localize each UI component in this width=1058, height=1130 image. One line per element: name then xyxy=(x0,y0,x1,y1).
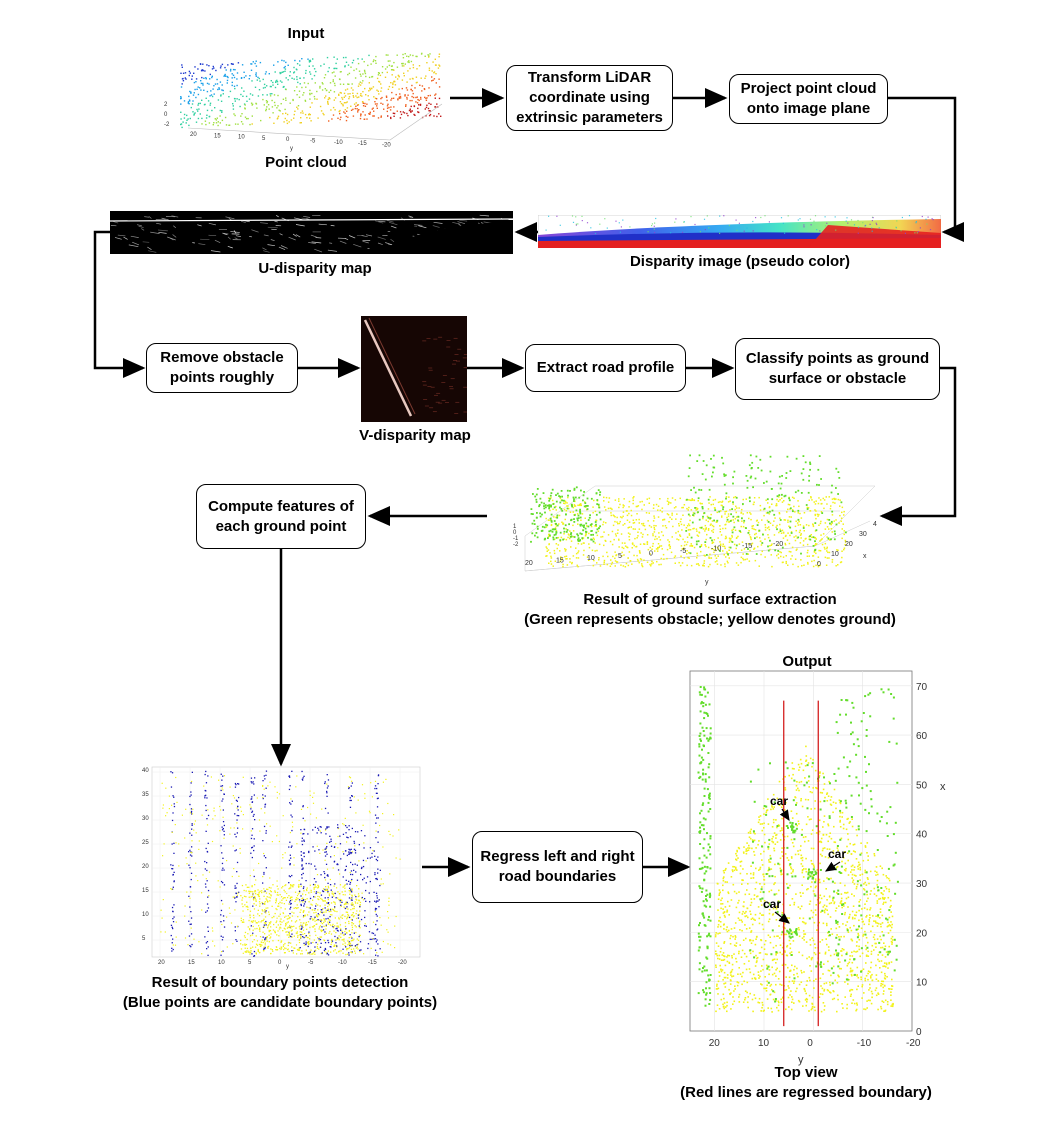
boundary-x-tick: -15 xyxy=(368,960,377,966)
ground-z-tick: -2 xyxy=(513,542,519,548)
transform-box: Transform LiDAR coordinate using extrins… xyxy=(506,65,673,131)
point-cloud-x-tick: -10 xyxy=(334,140,343,146)
boundary-x-tick: -10 xyxy=(338,960,347,966)
input-label: Input xyxy=(287,25,325,42)
point-cloud-x-tick: 5 xyxy=(262,136,266,142)
top-view-x-axis-label: y xyxy=(798,1054,804,1066)
v-disparity-image xyxy=(361,316,467,422)
ground-x-tick: 5 xyxy=(618,553,622,560)
compute-box: Compute features of each ground point xyxy=(196,484,366,549)
arrow-udisparity-to-remove xyxy=(93,230,146,378)
ground-side-tick: 0 xyxy=(817,561,821,568)
boundary-y-tick: 20 xyxy=(142,864,149,870)
car-annotation: car xyxy=(763,897,781,911)
regress-box: Regress left and right road boundaries xyxy=(472,831,643,903)
top-view-y-tick: 40 xyxy=(916,830,928,841)
u-disparity-label: U-disparity map xyxy=(258,260,372,277)
project-box: Project point cloud onto image plane xyxy=(729,74,888,124)
point-cloud-z-tick: 0 xyxy=(164,112,168,118)
point-cloud-x-tick: 20 xyxy=(190,132,197,138)
ground-x-tick: 15 xyxy=(556,558,564,565)
boundary-x-tick: -5 xyxy=(308,960,314,966)
ground-z-tick: -1 xyxy=(513,536,519,542)
point-cloud-x-tick: -5 xyxy=(310,139,316,145)
v-disparity-label: V-disparity map xyxy=(359,427,471,444)
top-view-plot: 20 10 0 -10 -20 0 10 20 30 40 50 60 70 y x car car ca… xyxy=(689,670,946,1066)
top-view-y-tick: 30 xyxy=(916,879,928,890)
top-view-y-tick: 10 xyxy=(916,978,928,989)
ground-x-tick: 20 xyxy=(525,560,533,567)
point-cloud-image: 20 15 10 5 0 -5 -10 -15 -20 20-2 y xyxy=(164,52,443,152)
boundary-result-label: Result of boundary points detection (Blu… xyxy=(122,974,438,1011)
boundary-x-axis-label: y xyxy=(286,964,289,970)
ground-z-tick: 0 xyxy=(513,530,517,536)
top-view-y-tick: 0 xyxy=(916,1027,922,1038)
point-cloud-z-tick: 2 xyxy=(164,102,168,108)
point-cloud-x-tick: -20 xyxy=(382,142,391,148)
ground-side-tick: 10 xyxy=(831,551,839,558)
classify-box: Classify points as ground surface or obs… xyxy=(735,338,940,400)
ground-x-tick: -15 xyxy=(742,543,752,550)
ground-x-tick: 0 xyxy=(649,550,653,557)
top-view-y-tick: 70 xyxy=(916,682,928,693)
boundary-y-tick: 25 xyxy=(142,840,149,846)
boundary-y-tick: 30 xyxy=(142,816,149,822)
boundary-y-tick: 10 xyxy=(142,912,149,918)
ground-z-tick: 1 xyxy=(513,524,517,530)
boundary-y-tick: 40 xyxy=(142,768,149,774)
boundary-y-tick: 35 xyxy=(142,792,149,798)
remove-box: Remove obstacle points roughly xyxy=(146,343,298,393)
point-cloud-label: Point cloud xyxy=(265,154,347,171)
disparity-image-label: Disparity image (pseudo color) xyxy=(629,253,851,270)
top-view-x-tick: 0 xyxy=(807,1038,813,1049)
point-cloud-x-axis-label: y xyxy=(290,146,293,152)
disparity-image xyxy=(538,215,941,248)
top-view-x-tick: 20 xyxy=(709,1038,721,1049)
boundary-x-tick: 10 xyxy=(218,960,225,966)
car-annotation: car xyxy=(770,794,788,808)
boundary-x-tick: 0 xyxy=(278,960,282,966)
ground-x-axis-label: y xyxy=(705,579,709,586)
boundary-x-tick: 20 xyxy=(158,960,165,966)
top-view-y-axis-label: x xyxy=(940,781,946,793)
ground-x-tick: 10 xyxy=(587,555,595,562)
boundary-x-tick: 5 xyxy=(248,960,252,966)
boundary-y-tick: 15 xyxy=(142,888,149,894)
extract-box: Extract road profile xyxy=(525,344,686,392)
point-cloud-x-tick: -15 xyxy=(358,141,367,147)
boundary-detection-image: 20 15 10 5 0 -5 -10 -15 -20 40 35 30 25 20 15 10 5 y xyxy=(142,766,421,970)
top-view-y-tick: 60 xyxy=(916,731,928,742)
top-view-y-tick: 50 xyxy=(916,780,928,791)
ground-side-tick: 30 xyxy=(859,531,867,538)
arrow-classify-to-ground xyxy=(879,366,957,526)
point-cloud-x-tick: 15 xyxy=(214,133,221,139)
top-view-y-tick: 20 xyxy=(916,928,928,939)
point-cloud-x-tick: 0 xyxy=(286,137,290,143)
u-disparity-image xyxy=(110,211,513,254)
top-view-x-tick: 10 xyxy=(758,1038,770,1049)
arrow-project-to-disparity xyxy=(888,96,964,242)
point-cloud-x-tick: 10 xyxy=(238,135,245,141)
ground-side-axis-label: x xyxy=(863,553,867,560)
ground-x-tick: -10 xyxy=(711,546,721,553)
car-annotation: car xyxy=(828,847,846,861)
ground-side-tick: 20 xyxy=(845,541,853,548)
boundary-y-tick: 5 xyxy=(142,936,146,942)
output-label: Output xyxy=(782,653,832,670)
top-view-x-tick: -20 xyxy=(906,1038,921,1049)
boundary-x-tick: 15 xyxy=(188,960,195,966)
top-view-label: Top view (Red lines are regressed bounda… xyxy=(680,1064,932,1101)
top-view-x-tick: -10 xyxy=(857,1038,872,1049)
point-cloud-z-tick: -2 xyxy=(164,122,170,128)
ground-x-tick: -20 xyxy=(773,541,783,548)
ground-side-tick: 4 xyxy=(873,521,877,528)
ground-x-tick: -5 xyxy=(680,548,686,555)
ground-result-label: Result of ground surface extraction (Gre… xyxy=(524,591,896,628)
boundary-x-tick: -20 xyxy=(398,960,407,966)
